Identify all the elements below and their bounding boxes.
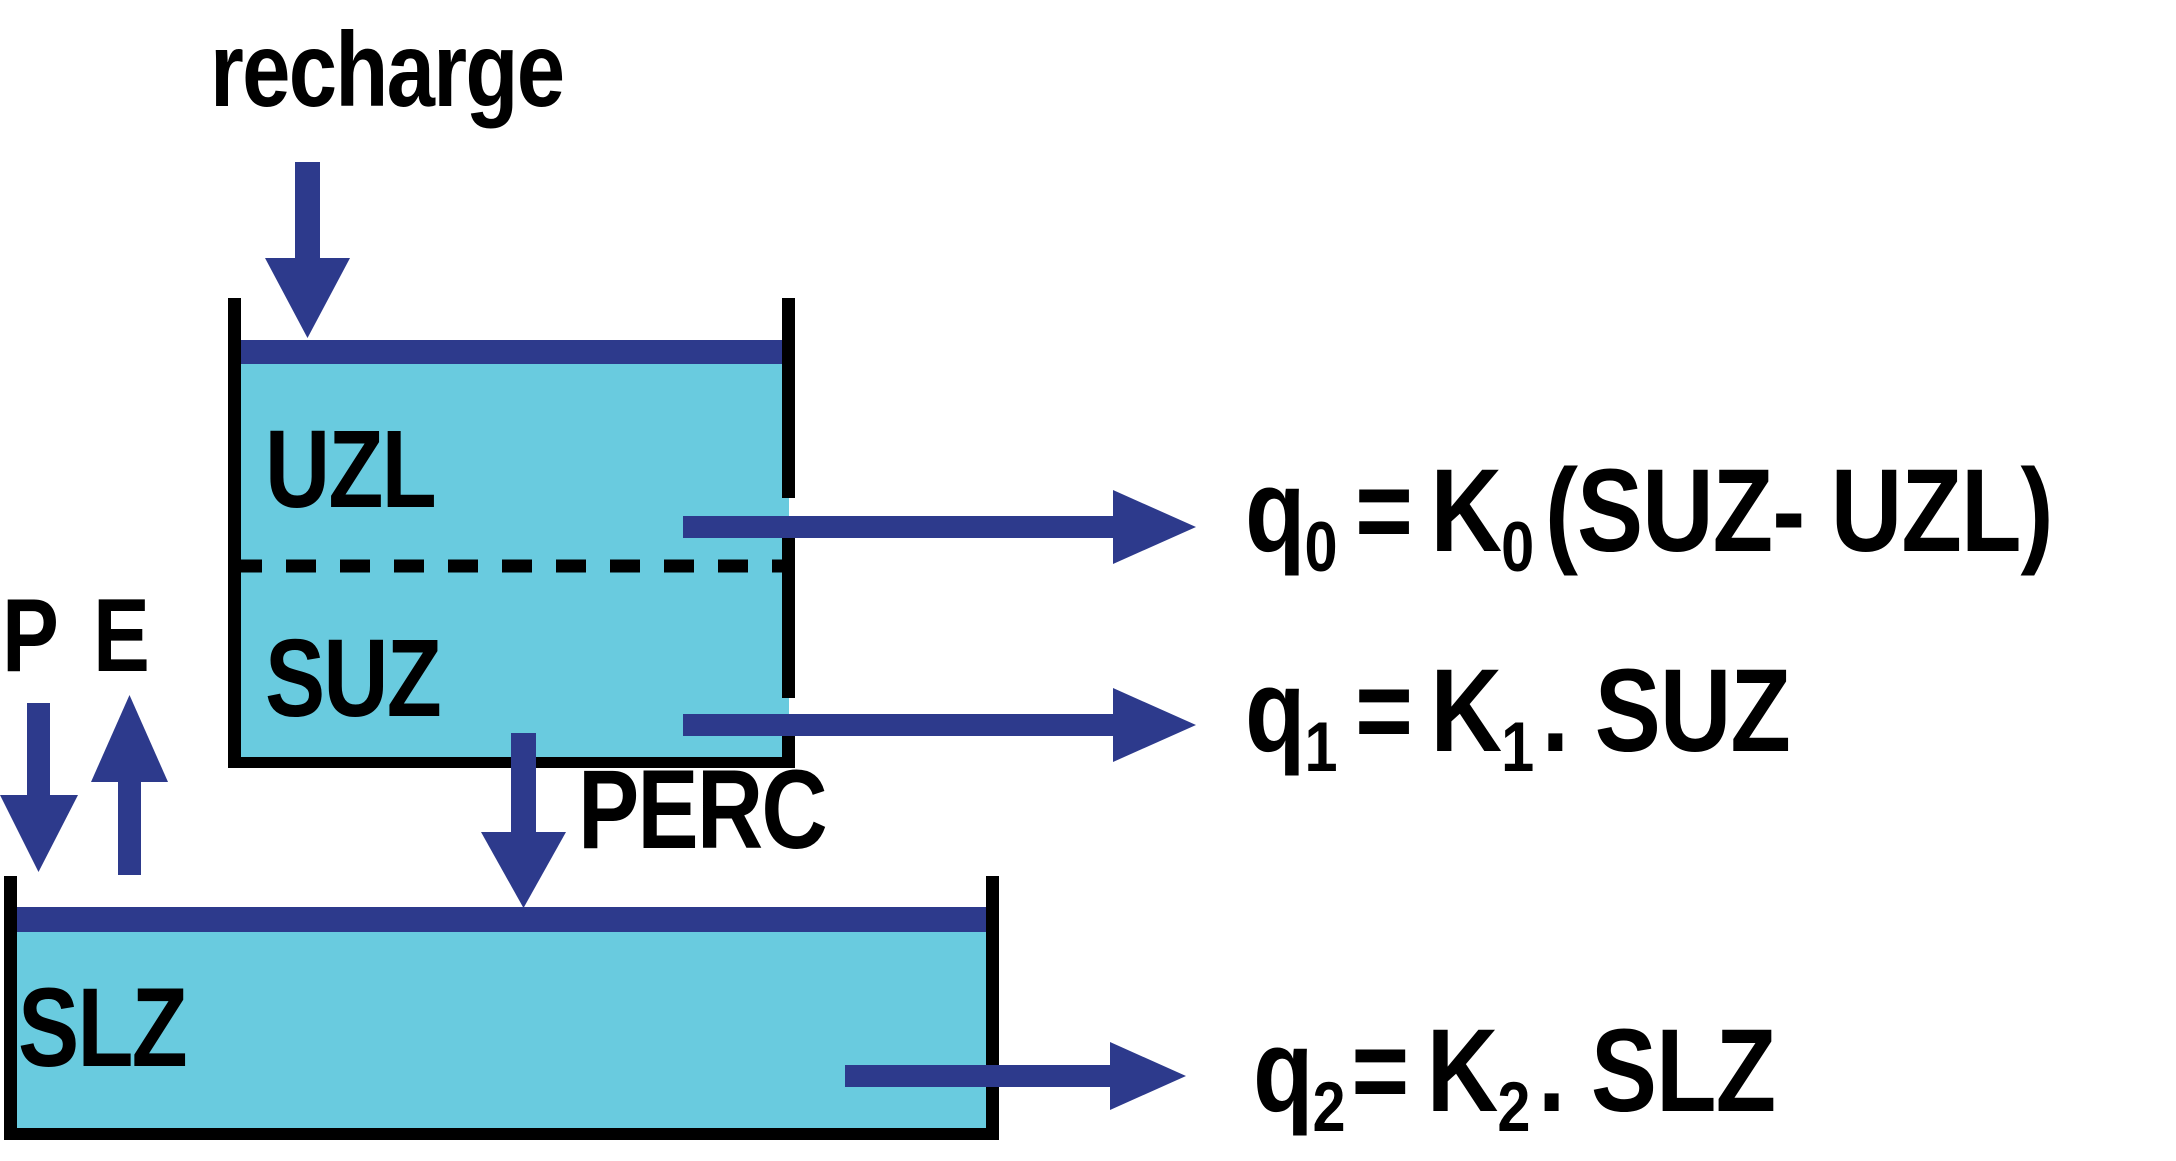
q2-expression: . SLZ (1537, 1005, 1776, 1137)
lower-zone-bottom-wall (4, 1128, 999, 1140)
q2-coefficient-subscript: 2 (1497, 1067, 1530, 1147)
perc-label: PERC (578, 747, 828, 872)
q0-coefficient-subscript: 0 (1501, 507, 1534, 587)
suz-label: SUZ (265, 617, 442, 740)
q2-coefficient: K (1426, 1005, 1499, 1137)
upper-zone-water-surface (240, 340, 791, 364)
q2-symbol: q (1253, 1005, 1314, 1137)
q1-outflow-arrow (683, 688, 1196, 762)
evaporation-label: E (93, 578, 150, 694)
q0-expression: (SUZ- UZL) (1544, 445, 2054, 577)
upper-zone-left-wall (228, 298, 241, 766)
q0-subscript: 0 (1304, 507, 1338, 587)
q0-coefficient: K (1430, 445, 1503, 577)
q1-subscript: 1 (1304, 707, 1338, 787)
q2-subscript: 2 (1312, 1067, 1346, 1147)
equation-q0: q0 = K0(SUZ- UZL) (1245, 452, 2054, 583)
q1-equals: = (1355, 645, 1413, 777)
percolation-arrow (481, 733, 566, 908)
equation-q1: q1 = K1. SUZ (1245, 652, 1791, 783)
upper-zone-right-wall-middle (782, 530, 795, 698)
lower-zone-water-fill (14, 913, 992, 1135)
q1-expression: . SUZ (1541, 645, 1791, 777)
recharge-label: recharge (210, 11, 565, 129)
precipitation-arrow (0, 703, 78, 872)
lower-zone-left-wall (4, 876, 17, 1136)
q0-symbol: q (1245, 445, 1306, 577)
q1-symbol: q (1245, 645, 1306, 777)
q1-coefficient: K (1430, 645, 1503, 777)
upper-zone-bottom-wall (228, 757, 790, 768)
q1-coefficient-subscript: 1 (1501, 707, 1534, 787)
lower-zone-water-surface (16, 907, 992, 932)
slz-label: SLZ (18, 965, 188, 1090)
upper-zone-water-fill (236, 342, 789, 766)
recharge-arrow (265, 162, 350, 338)
q2-outflow-arrow (845, 1042, 1186, 1110)
upper-zone-right-wall-bottom (782, 730, 795, 768)
q2-equals: = (1351, 1005, 1409, 1137)
q0-outflow-arrow (683, 490, 1196, 564)
upper-zone-right-wall-top (782, 298, 795, 498)
uzl-label: UZL (265, 408, 437, 531)
lower-zone-right-wall (986, 876, 999, 1140)
equation-q2: q2= K2. SLZ (1253, 1012, 1776, 1143)
q0-equals: = (1355, 445, 1413, 577)
evaporation-arrow (91, 695, 168, 875)
precipitation-label: P (2, 578, 59, 694)
